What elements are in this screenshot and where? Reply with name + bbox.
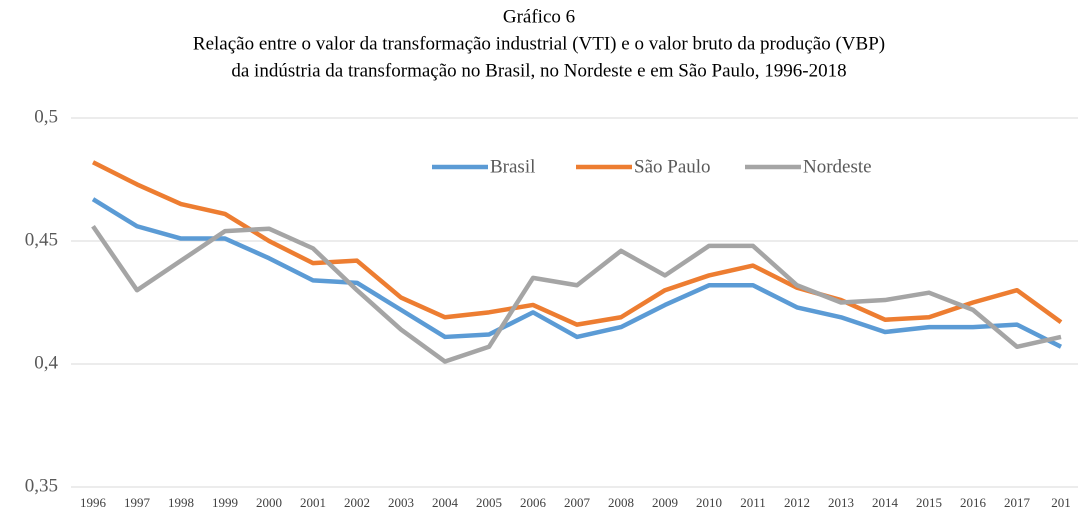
legend-label: São Paulo <box>634 156 711 177</box>
legend-label: Brasil <box>490 156 535 177</box>
chart-title: Gráfico 6 <box>503 6 575 27</box>
y-tick-label: 0,5 <box>34 106 58 127</box>
x-tick-label: 2011 <box>740 495 766 510</box>
x-tick-label: 2016 <box>960 495 987 510</box>
line-series <box>91 197 1063 349</box>
y-tick-label: 0,35 <box>25 475 58 496</box>
line-series <box>91 160 1063 327</box>
x-tick-label: 1997 <box>124 495 151 510</box>
x-tick-label: 2003 <box>388 495 414 510</box>
x-tick-label: 2006 <box>520 495 547 510</box>
x-tick-label: 2007 <box>564 495 591 510</box>
x-tick-label: 1996 <box>80 495 107 510</box>
chart-title: Relação entre o valor da transformação i… <box>193 33 885 54</box>
y-tick-label: 0,45 <box>25 229 58 250</box>
line-series <box>91 224 1062 364</box>
y-tick-label: 0,4 <box>34 352 58 373</box>
x-tick-label: 2015 <box>916 495 942 510</box>
x-tick-label: 2010 <box>696 495 722 510</box>
x-tick-label: 2013 <box>828 495 854 510</box>
x-tick-label: 2012 <box>784 495 810 510</box>
chart-title: da indústria da transformação no Brasil,… <box>231 60 846 81</box>
x-tick-label: 2009 <box>652 495 678 510</box>
x-tick-label: 2014 <box>872 495 899 510</box>
x-tick-label: 2017 <box>1004 495 1031 510</box>
legend-label: Nordeste <box>803 156 872 177</box>
x-tick-label: 2002 <box>344 495 370 510</box>
x-tick-label: 2008 <box>608 495 634 510</box>
x-tick-label: 2001 <box>300 495 326 510</box>
x-tick-label: 2005 <box>476 495 502 510</box>
x-tick-label: 2000 <box>256 495 282 510</box>
x-tick-label: 1999 <box>212 495 238 510</box>
x-tick-label: 1998 <box>168 495 194 510</box>
x-tick-label: 201 <box>1051 495 1071 510</box>
x-tick-label: 2004 <box>432 495 459 510</box>
